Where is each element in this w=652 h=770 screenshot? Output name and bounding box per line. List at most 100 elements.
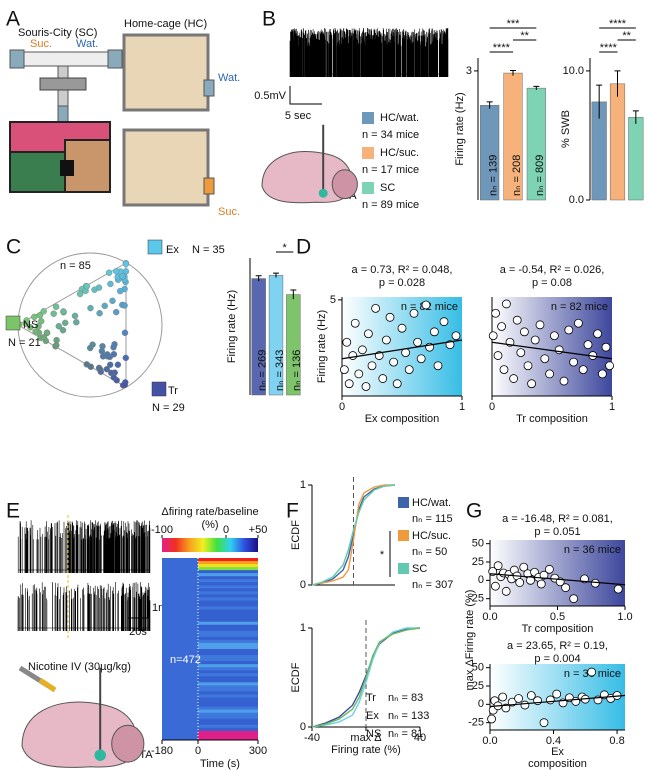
cerebellum [331,169,358,200]
heatmap-row [198,730,258,735]
y-tick-label: 50 [472,538,484,550]
y-tick-label: 0.0 [569,194,584,206]
cell-dot [55,323,62,330]
group-label: Tr [168,385,178,397]
legend-count: nₙ = 307 [412,579,453,591]
group-count: N = 35 [192,244,225,256]
x-tick-label: 1 [459,401,465,413]
y-axis-label: Firing rate (Hz) [454,92,466,165]
trend-line [489,694,626,708]
cell-dot [43,329,51,336]
colorbar-tick-label: -100 [151,524,173,536]
heatmap-row [198,712,258,717]
colorbar-unit: (%) [201,519,218,531]
legend-swatch [362,112,374,124]
heatmap-row [198,615,258,620]
error-bar [596,84,603,119]
point [514,694,523,703]
legend-count: n = 89 mice [362,199,419,211]
point [501,299,511,309]
point [488,331,498,341]
point [342,337,352,347]
heatmap-row [198,673,258,677]
cell-dot [101,302,108,310]
bar-count-label: nₙ = 269 [257,350,269,391]
point [339,365,349,375]
heatmap-row [198,700,258,705]
scale-time: 5 sec [285,110,312,122]
point [451,331,461,341]
x-tick-label: 0.0 [482,611,497,623]
cell-dot [59,327,67,334]
point [536,579,546,589]
point [605,361,614,371]
group-swatch [5,315,21,331]
colorbar-tick-label: 0 [223,524,229,536]
x-tick-label: 0 [195,745,201,757]
heatmap-row [198,652,258,656]
y-tick-label: -25 [468,717,484,729]
legend-count: n = 34 mice [362,129,419,141]
point [397,323,407,333]
y-tick-label: 5 [330,294,336,306]
y-axis-label: Firing rate (Hz) [316,310,328,383]
sc-wat-label: Wat. [76,38,98,50]
legend-swatch [398,563,409,574]
cell-dot [112,308,120,316]
point [539,718,549,728]
panel-letter: D [296,236,311,259]
heatmap-row [198,733,258,738]
cell-dot [86,344,94,352]
scale-voltage: 0.5mV [254,90,286,102]
heatmap-row [198,579,258,583]
heatmap-row [198,630,258,635]
point [413,337,423,347]
vta [94,749,106,761]
point [409,308,419,318]
legend-label: HC/suc. [412,530,451,542]
group-count: N = 29 [152,402,185,414]
x-axis-label: composition [528,758,587,770]
heatmap-row [198,706,258,711]
cell-dot [114,361,122,368]
heatmap-row [198,697,258,702]
y-tick-label: 25 [472,556,484,568]
cell-dot [35,323,42,330]
cell-dot [103,366,111,373]
point [416,354,426,364]
cell-dot [98,348,106,355]
souris-city-drawing [9,49,123,193]
cell-dot [40,308,47,315]
heatmap-row [198,561,258,565]
point [593,329,602,339]
x-tick-label: 1 [609,401,615,413]
point [439,317,449,327]
point [530,335,540,345]
trend-line [491,341,613,360]
heatmap-row [198,576,258,580]
sample-size: n=472 [170,654,201,666]
heatmap-row [198,691,258,695]
point [520,327,529,337]
cell-dot [119,273,126,280]
legend-count: n = 17 mice [362,164,419,176]
cell-dot [53,342,60,349]
x-tick-label: 0 [339,401,345,413]
ecdf-line [311,484,396,586]
point [526,691,536,700]
heatmap-row [198,603,258,608]
legend-label: Ex [366,710,379,722]
cell-dot [76,290,84,298]
legend-swatch [398,530,409,541]
panel-letter: A [6,8,20,31]
heatmap-row [198,667,258,671]
point [498,692,508,702]
legend-count: nₙ = 81 [388,728,423,740]
heatmap-row [198,588,258,592]
cell-dot [110,344,117,351]
legend-label: HC/suc. [380,147,419,159]
x-tick-label: 0.4 [546,735,561,747]
significance-label: *** [507,18,521,30]
point [520,700,530,710]
colorbar [162,538,258,552]
